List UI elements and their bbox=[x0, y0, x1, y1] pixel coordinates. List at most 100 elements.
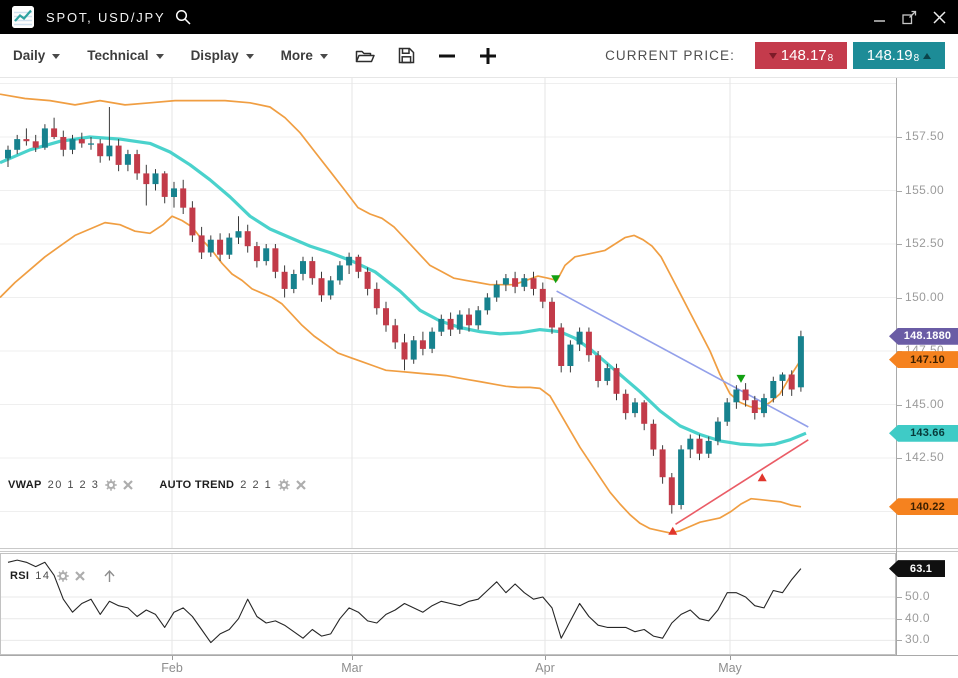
candle bbox=[318, 278, 325, 296]
ask-price-value: 148.19 bbox=[866, 47, 913, 64]
candle bbox=[797, 336, 804, 388]
zoom-out-icon[interactable] bbox=[438, 47, 456, 65]
price-tick-label: 145.00 bbox=[905, 396, 945, 411]
candle bbox=[696, 438, 703, 454]
more-dropdown[interactable]: More bbox=[281, 48, 328, 63]
month-label: Apr bbox=[535, 661, 555, 675]
candle bbox=[263, 248, 270, 262]
rsi-move-up-icon[interactable] bbox=[103, 569, 116, 583]
minimize-button[interactable] bbox=[874, 10, 886, 24]
rsi-tick bbox=[897, 640, 902, 642]
month-label: May bbox=[718, 661, 742, 675]
close-button[interactable] bbox=[933, 10, 946, 24]
candle bbox=[493, 284, 500, 298]
candle bbox=[41, 128, 48, 148]
rsi-tick-label: 50.0 bbox=[905, 589, 930, 603]
technical-dropdown[interactable]: Technical bbox=[87, 48, 164, 63]
price-tag: 147.10 bbox=[889, 351, 958, 369]
candle bbox=[558, 327, 565, 366]
search-icon[interactable] bbox=[175, 9, 192, 26]
time-axis[interactable]: Feb Mar Apr May bbox=[0, 655, 958, 678]
candle bbox=[705, 440, 712, 454]
candle bbox=[521, 278, 528, 287]
candle bbox=[309, 261, 316, 279]
candle bbox=[373, 288, 380, 309]
vwap-remove-icon[interactable] bbox=[123, 480, 134, 490]
candle bbox=[152, 173, 159, 185]
price-tick-label: 157.50 bbox=[905, 129, 945, 143]
month-tick bbox=[730, 656, 731, 660]
pane-splitter[interactable] bbox=[0, 548, 958, 552]
price-down-arrow-icon bbox=[768, 52, 777, 59]
candle bbox=[530, 278, 537, 289]
candle bbox=[724, 402, 731, 422]
candle bbox=[115, 145, 122, 165]
bollinger-lower-band bbox=[0, 215, 802, 534]
price-tick bbox=[897, 458, 902, 459]
open-folder-icon[interactable] bbox=[355, 48, 375, 64]
candle bbox=[622, 393, 629, 414]
title-bar: SPOT, USD/JPY bbox=[0, 0, 958, 34]
autotrend-remove-icon[interactable] bbox=[296, 480, 307, 490]
vwap-settings-gear-icon[interactable] bbox=[105, 479, 118, 491]
zoom-in-icon[interactable] bbox=[479, 47, 497, 65]
sell-signal-marker bbox=[551, 275, 561, 284]
bollinger-upper-band bbox=[0, 93, 802, 410]
trend-line-resistance bbox=[556, 290, 809, 428]
candle bbox=[761, 398, 767, 414]
price-tick-label: 142.50 bbox=[905, 450, 945, 464]
candle bbox=[419, 340, 426, 349]
candle bbox=[346, 256, 353, 266]
candle bbox=[770, 381, 777, 399]
candle bbox=[447, 318, 454, 330]
month-label: Mar bbox=[341, 661, 363, 675]
vwap-label: VWAP bbox=[8, 479, 42, 491]
price-tick-label: 155.00 bbox=[905, 182, 945, 197]
autotrend-params: 2 2 1 bbox=[240, 479, 273, 491]
candle bbox=[383, 308, 389, 326]
chevron-down-icon bbox=[319, 54, 328, 59]
chart-area: VWAP 20 1 2 3 AUTO TREND 2 2 1 RSI 14 bbox=[0, 78, 958, 678]
month-tick bbox=[352, 656, 353, 660]
candle bbox=[668, 477, 675, 506]
candle bbox=[567, 344, 574, 366]
trend-line-support bbox=[675, 439, 809, 525]
save-icon[interactable] bbox=[398, 47, 415, 64]
candle bbox=[134, 154, 141, 174]
window-title: SPOT, USD/JPY bbox=[46, 9, 166, 25]
rsi-chart-pane[interactable] bbox=[0, 553, 896, 655]
rsi-remove-icon[interactable] bbox=[74, 571, 85, 581]
candle bbox=[751, 400, 758, 413]
price-tag: 140.22 bbox=[889, 498, 958, 516]
price-chart-pane[interactable] bbox=[0, 78, 896, 549]
candle bbox=[466, 314, 472, 326]
candle bbox=[678, 449, 685, 505]
candle bbox=[576, 331, 583, 345]
month-label: Feb bbox=[161, 661, 183, 675]
candle bbox=[198, 235, 205, 253]
chevron-down-icon bbox=[52, 54, 61, 59]
rsi-tick bbox=[897, 618, 902, 620]
candle bbox=[502, 278, 509, 285]
candle bbox=[336, 265, 343, 281]
price-tick bbox=[897, 404, 902, 406]
candle bbox=[742, 389, 749, 401]
rsi-label: RSI bbox=[10, 570, 30, 582]
price-tag: 148.1880 bbox=[889, 327, 958, 345]
price-tick bbox=[897, 137, 902, 138]
autotrend-settings-gear-icon[interactable] bbox=[278, 479, 290, 491]
candle bbox=[272, 248, 279, 272]
ask-price-button[interactable]: 148.19 8 bbox=[853, 42, 945, 69]
candle bbox=[106, 145, 113, 157]
bid-price-button[interactable]: 148.17 8 bbox=[755, 42, 847, 69]
candle bbox=[539, 288, 546, 302]
rsi-tick-label: 30.0 bbox=[905, 632, 930, 647]
price-tick-label: 150.00 bbox=[905, 289, 945, 304]
month-tick bbox=[172, 656, 173, 660]
display-dropdown[interactable]: Display bbox=[191, 48, 254, 63]
rsi-settings-gear-icon[interactable] bbox=[56, 570, 69, 582]
popout-button[interactable] bbox=[902, 10, 917, 25]
vwap-line bbox=[0, 135, 807, 447]
timeframe-dropdown[interactable]: Daily bbox=[13, 48, 61, 63]
candle bbox=[14, 139, 21, 150]
